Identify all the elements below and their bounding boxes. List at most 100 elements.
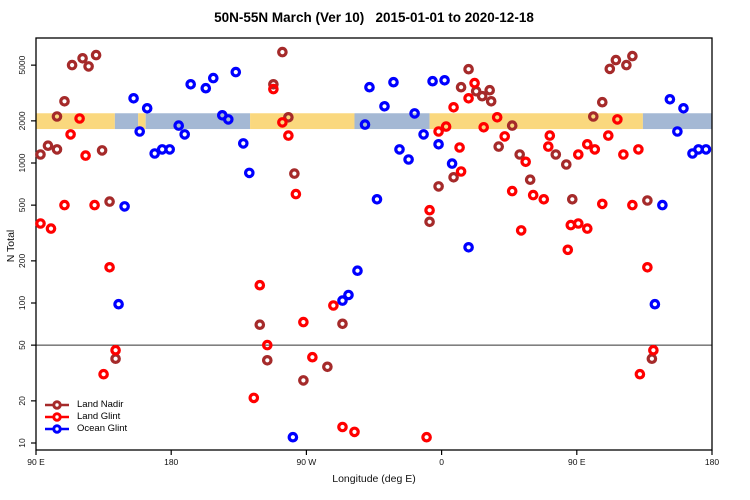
- land-glint-marker-icon: [45, 411, 69, 422]
- data-point: [566, 194, 578, 205]
- data-point: [298, 375, 309, 386]
- data-point: [421, 431, 432, 443]
- x-tick-label: 180: [164, 457, 178, 467]
- data-point: [562, 244, 574, 256]
- data-point: [446, 158, 458, 169]
- data-point: [128, 93, 139, 104]
- data-point: [642, 261, 653, 273]
- data-point: [463, 93, 474, 104]
- data-point: [283, 112, 294, 123]
- legend-item-land-glint: Land Glint: [44, 411, 127, 422]
- data-point: [113, 298, 124, 310]
- data-point: [612, 114, 623, 125]
- data-point: [455, 81, 467, 93]
- data-point: [45, 223, 57, 234]
- data-point: [409, 108, 420, 119]
- data-point: [179, 129, 191, 140]
- data-point: [59, 96, 70, 107]
- data-point: [349, 426, 360, 438]
- data-point: [433, 126, 444, 137]
- data-point: [287, 431, 299, 443]
- data-point: [89, 199, 100, 211]
- data-point: [298, 316, 309, 328]
- legend-item-ocean-glint: Ocean Glint: [44, 423, 127, 434]
- data-point: [463, 63, 474, 75]
- data-point: [277, 117, 288, 128]
- data-point: [379, 101, 390, 112]
- data-point: [700, 144, 712, 155]
- data-point: [581, 139, 593, 150]
- land-nadir-marker-icon: [45, 399, 69, 410]
- data-point: [672, 126, 683, 137]
- data-point: [59, 199, 70, 211]
- data-point: [572, 218, 584, 229]
- data-point: [337, 295, 348, 306]
- data-point: [35, 218, 46, 229]
- y-tick-label: 50: [17, 340, 27, 350]
- data-point: [587, 111, 599, 122]
- data-point: [634, 368, 646, 380]
- data-point: [230, 66, 242, 78]
- data-point: [307, 351, 318, 363]
- data-point: [439, 75, 450, 86]
- y-tick-label: 20: [17, 396, 27, 406]
- data-point: [74, 113, 85, 124]
- x-tick-label: 90 E: [27, 457, 45, 467]
- data-point: [506, 185, 518, 197]
- data-point: [550, 149, 562, 160]
- chart-title: 50N-55N March (Ver 10) 2015-01-01 to 202…: [214, 10, 534, 25]
- band-segment-land: [429, 113, 643, 130]
- data-point: [627, 50, 638, 62]
- data-point: [96, 145, 108, 156]
- data-point: [110, 353, 121, 365]
- data-point: [527, 189, 539, 201]
- data-point: [418, 129, 429, 140]
- y-tick-label: 200: [17, 253, 27, 267]
- data-point: [596, 198, 608, 210]
- data-point: [119, 201, 130, 212]
- data-point: [581, 223, 593, 234]
- data-point: [610, 54, 622, 66]
- data-point: [454, 142, 465, 153]
- data-point: [328, 300, 339, 311]
- x-tick-label: 90 E: [568, 457, 586, 467]
- data-point: [164, 144, 176, 155]
- data-point: [642, 195, 653, 206]
- data-point: [649, 298, 661, 310]
- data-point: [337, 421, 348, 433]
- series-ocean-glint: [113, 66, 712, 443]
- data-point: [134, 126, 146, 137]
- data-point: [104, 261, 115, 273]
- data-point: [476, 90, 488, 102]
- band-segment-ocean: [114, 113, 139, 130]
- data-point: [277, 46, 288, 58]
- data-point: [42, 140, 54, 152]
- data-point: [394, 144, 405, 155]
- data-point: [455, 166, 467, 177]
- data-point: [621, 59, 632, 71]
- data-point: [110, 344, 121, 356]
- data-point: [478, 122, 490, 133]
- data-point: [627, 199, 638, 211]
- data-point: [520, 156, 532, 168]
- data-point: [290, 188, 302, 200]
- x-tick-label: 180: [705, 457, 719, 467]
- data-point: [493, 141, 505, 152]
- data-point: [268, 83, 279, 95]
- data-point: [448, 172, 459, 183]
- data-point: [223, 114, 234, 125]
- data-point: [602, 130, 614, 141]
- data-point: [371, 194, 383, 205]
- legend: Land Nadir Land Glint Ocean Glint: [44, 399, 127, 434]
- data-point: [248, 392, 260, 404]
- data-point: [98, 368, 109, 380]
- data-point: [283, 130, 294, 141]
- data-point: [141, 103, 153, 114]
- data-point: [678, 103, 689, 114]
- legend-label-land-nadir: Land Nadir: [77, 399, 124, 410]
- data-point: [633, 144, 644, 155]
- y-tick-label: 500: [17, 198, 27, 212]
- data-point: [403, 154, 414, 165]
- data-point: [364, 81, 375, 93]
